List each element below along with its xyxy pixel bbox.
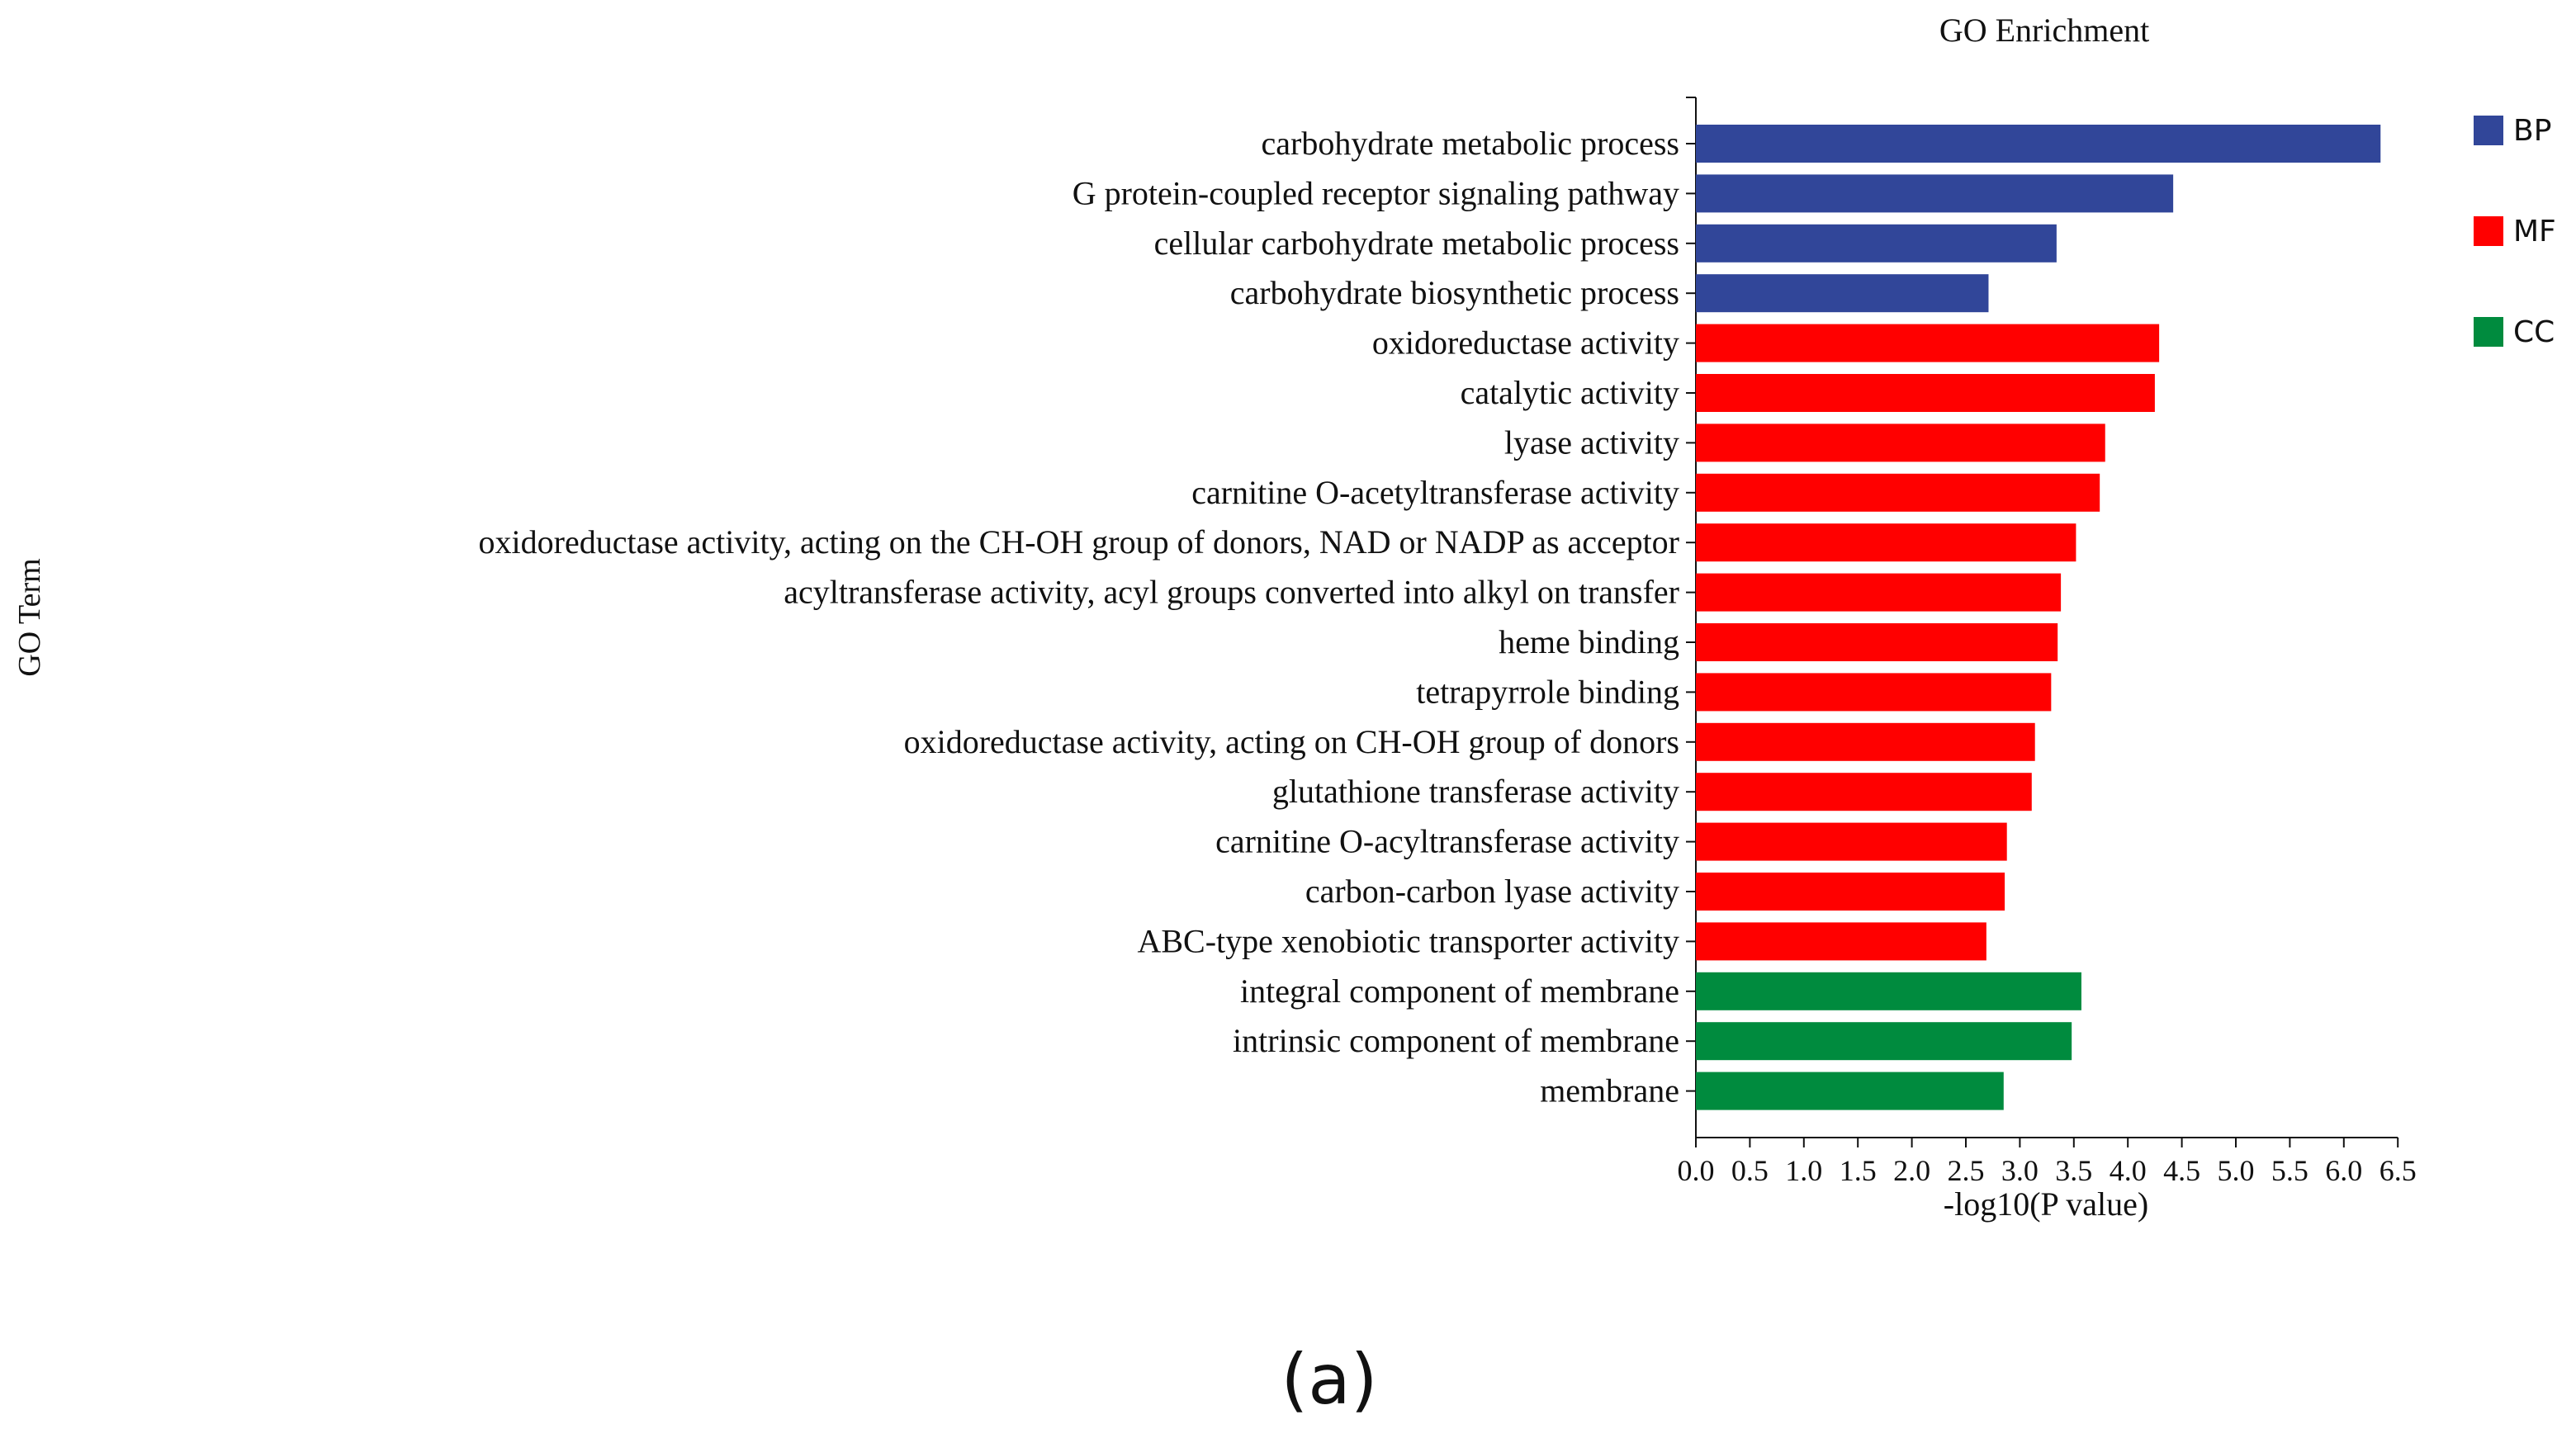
bar [1696,922,1986,961]
bar [1696,673,2052,712]
x-tick-label: 6.0 [2325,1154,2362,1187]
bar [1696,174,2174,213]
legend-swatch [2474,216,2503,246]
legend-label: BP [2513,114,2551,148]
y-tick-label: integral component of membrane [1240,972,1679,1010]
chart-title: GO Enrichment [1939,12,2149,49]
y-axis-title: GO Term [12,558,47,676]
bar [1696,274,1989,313]
bar [1696,972,2081,1010]
x-tick-label: 1.0 [1785,1154,1822,1187]
bar [1696,224,2057,263]
y-tick-label: carnitine O-acyltransferase activity [1215,823,1679,860]
bar [1696,822,2007,861]
x-tick-label: 3.0 [2001,1154,2039,1187]
y-tick-label: oxidoreductase activity, acting on the C… [479,523,1679,561]
x-tick-label: 5.5 [2271,1154,2308,1187]
legend: BP MF CC [2474,114,2556,349]
y-tick-label: heme binding [1499,623,1679,660]
legend-label: MF [2513,215,2556,248]
bar [1696,423,2105,462]
y-tick-label: tetrapyrrole binding [1416,673,1679,710]
bar [1696,623,2058,661]
bar [1696,773,2032,811]
x-tick-label: 3.5 [2055,1154,2092,1187]
y-tick-label: intrinsic component of membrane [1233,1022,1679,1059]
bar [1696,1072,2004,1110]
bar [1696,523,2076,562]
bar [1696,324,2160,362]
y-tick-label: carbohydrate biosynthetic process [1230,274,1679,311]
y-tick-labels: carbohydrate metabolic process G protein-… [479,125,1696,1109]
bar [1696,473,2100,512]
y-tick-label: oxidoreductase activity [1372,324,1679,362]
x-tick-label: 2.5 [1948,1154,1985,1187]
y-tick-label: oxidoreductase activity, acting on CH-OH… [904,723,1679,760]
x-tick-label: 6.5 [2379,1154,2417,1187]
y-tick-label: carnitine O-acetyltransferase activity [1191,474,1679,511]
legend-swatch [2474,317,2503,347]
y-tick-label: lyase activity [1504,423,1679,461]
x-tick-label: 2.0 [1893,1154,1930,1187]
x-tick-label: 5.0 [2218,1154,2255,1187]
x-tick-label: 4.0 [2110,1154,2147,1187]
y-tick-label: membrane [1540,1072,1679,1109]
legend-label: CC [2513,315,2555,349]
bar [1696,573,2062,612]
x-tick-label: 0.5 [1731,1154,1769,1187]
figure-label: (a) [1281,1339,1377,1420]
y-tick-label: G protein-coupled receptor signaling pat… [1073,174,1679,211]
y-tick-label: ABC-type xenobiotic transporter activity [1137,922,1679,959]
bars [1696,125,2381,1110]
bar [1696,125,2381,163]
bar [1696,374,2155,412]
y-tick-label: carbon-carbon lyase activity [1305,873,1679,910]
y-tick-label: glutathione transferase activity [1272,773,1679,810]
y-tick-label: acyltransferase activity, acyl groups co… [784,574,1679,611]
bar [1696,722,2035,761]
y-tick-label: carbohydrate metabolic process [1262,125,1679,162]
x-tick-label: 1.5 [1840,1154,1877,1187]
y-tick-label: catalytic activity [1461,374,1679,411]
axes [1686,97,2398,1138]
x-axis-title: -log10(P value) [1944,1185,2148,1223]
y-tick-label: cellular carbohydrate metabolic process [1154,225,1679,262]
x-tick-label: 0.0 [1678,1154,1715,1187]
bar [1696,873,2005,911]
bar [1696,1022,2072,1061]
x-tick-label: 4.5 [2163,1154,2200,1187]
legend-swatch [2474,116,2503,145]
x-ticks: 0.0 0.5 1.0 1.5 2.0 2.5 3.0 3.5 4.0 4.5 5.0 5.5 6.0 6… [1678,1138,2417,1187]
